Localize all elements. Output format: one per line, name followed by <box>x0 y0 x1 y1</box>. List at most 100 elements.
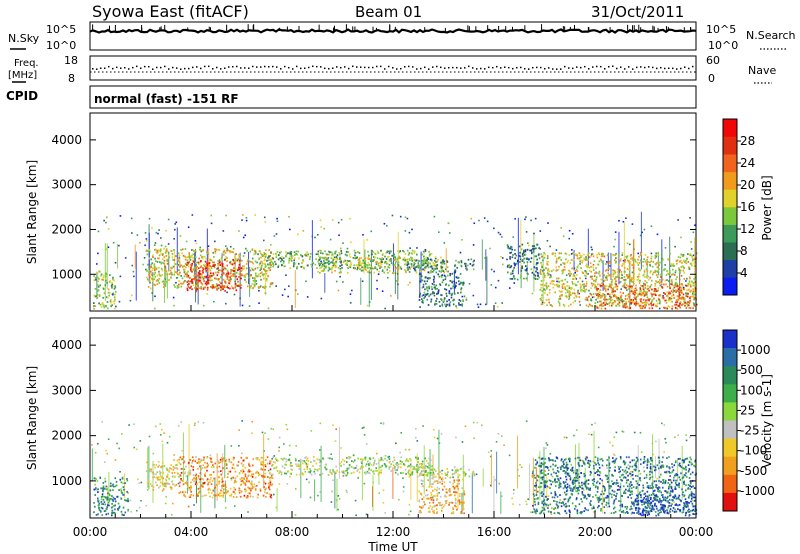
echo-cell <box>628 262 631 264</box>
echo-cell <box>589 262 592 265</box>
echo-cell <box>449 274 452 277</box>
echo-cell <box>162 262 165 265</box>
echo-cell <box>147 485 150 488</box>
echo-cell <box>97 276 99 279</box>
echo-cell <box>443 242 446 244</box>
echo-cell <box>111 284 114 287</box>
echo-cell <box>521 260 524 262</box>
echo-cell <box>408 448 411 451</box>
echo-cell <box>688 276 691 279</box>
echo-cell <box>240 480 243 483</box>
echo-cell <box>246 480 248 483</box>
echo-cell <box>172 259 174 261</box>
echo-cell <box>595 298 597 301</box>
echo-cell <box>197 476 200 479</box>
echo-cell <box>249 260 251 263</box>
echo-cell <box>213 277 216 280</box>
echo-cell <box>642 305 644 308</box>
echo-cell <box>170 487 173 489</box>
echo-cell <box>470 217 473 220</box>
echo-cell <box>93 305 95 307</box>
echo-cell <box>111 281 113 284</box>
echo-cell <box>621 285 624 288</box>
echo-cell <box>147 480 150 483</box>
nave-dot <box>536 66 538 69</box>
echo-cell <box>249 269 252 272</box>
echo-cell <box>260 278 262 281</box>
echo-cell <box>274 461 276 464</box>
echo-cell <box>254 214 257 216</box>
echo-cell <box>234 470 237 473</box>
echo-cell <box>590 246 593 249</box>
echo-cell <box>518 245 521 248</box>
echo-cell <box>585 282 588 285</box>
echo-cell <box>591 253 594 255</box>
echo-cell <box>418 260 420 262</box>
echo-cell <box>403 269 406 271</box>
echo-cell <box>688 254 691 256</box>
echo-cell <box>179 463 182 466</box>
echo-cell <box>319 491 321 493</box>
nave-dot <box>588 68 590 70</box>
echo-cell <box>588 303 591 306</box>
echo-cell <box>101 493 104 496</box>
echo-cell <box>339 260 341 263</box>
echo-cell <box>189 473 191 476</box>
echo-cell <box>576 270 579 273</box>
echo-cell <box>191 280 194 283</box>
echo-cell <box>293 261 295 264</box>
echo-cell <box>543 256 546 259</box>
echo-cell <box>174 484 176 487</box>
echo-cell <box>335 280 338 283</box>
echo-cell <box>416 259 419 262</box>
echo-cell <box>633 431 636 434</box>
echo-cell <box>322 262 325 265</box>
echo-cell <box>164 483 166 486</box>
echo-cell <box>521 243 524 246</box>
echo-cell <box>501 302 504 304</box>
echo-cell <box>630 302 632 305</box>
echo-cell <box>431 259 433 262</box>
echo-cell <box>269 258 272 261</box>
echo-cell <box>354 467 357 469</box>
echo-cell <box>96 293 99 296</box>
echo-cell <box>101 495 104 498</box>
echo-cell <box>211 261 214 264</box>
echo-cell <box>191 278 193 281</box>
echo-cell <box>376 288 378 290</box>
echo-cell <box>214 240 216 243</box>
echo-cell <box>318 467 321 470</box>
echo-streak <box>543 461 545 511</box>
nave-dot <box>608 66 610 68</box>
nave-dot <box>312 65 314 68</box>
echo-cell <box>523 277 525 280</box>
echo-cell <box>229 494 231 497</box>
echo-cell <box>472 294 475 297</box>
echo-cell <box>188 254 191 257</box>
echo-cell <box>475 473 478 476</box>
echo-cell <box>195 279 198 281</box>
echo-cell <box>564 278 567 281</box>
echo-cell <box>572 251 575 254</box>
echo-cell <box>204 461 206 464</box>
echo-cell <box>160 249 162 251</box>
colorbar-tick-label: 12 <box>740 222 755 236</box>
echo-cell <box>197 274 200 276</box>
echo-cell <box>674 284 677 286</box>
echo-cell <box>331 490 333 493</box>
echo-cell <box>426 264 429 267</box>
echo-cell <box>102 296 104 299</box>
echo-cell <box>608 260 611 263</box>
echo-cell <box>201 256 203 259</box>
echo-cell <box>103 510 106 513</box>
echo-cell <box>127 492 129 494</box>
echo-cell <box>423 269 426 272</box>
echo-cell <box>597 295 600 298</box>
echo-cell <box>102 288 105 290</box>
echo-cell <box>612 475 615 477</box>
echo-cell <box>179 265 181 268</box>
echo-cell <box>226 260 228 263</box>
echo-streak <box>677 459 679 481</box>
echo-cell <box>160 237 162 239</box>
echo-cell <box>102 485 105 488</box>
